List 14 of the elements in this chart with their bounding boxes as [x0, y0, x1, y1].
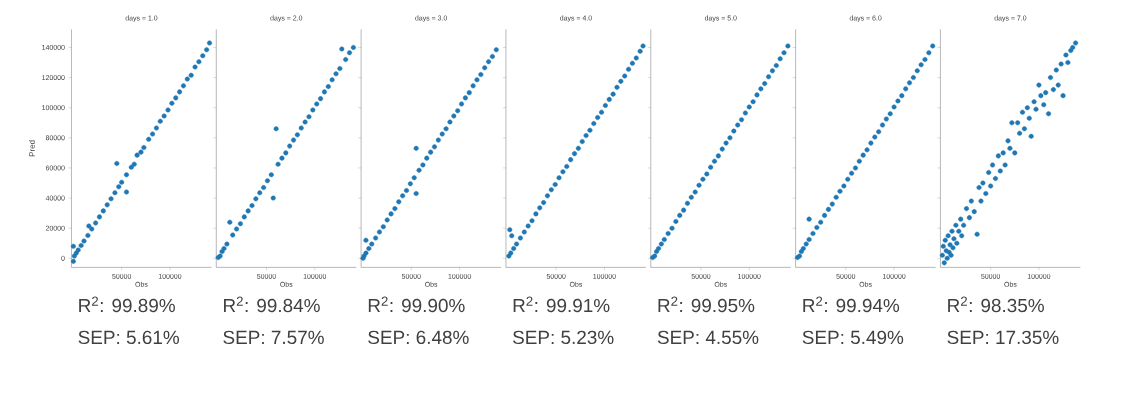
- text: R$^{2}$: 99.95%: [658, 296, 755, 313]
- text: SEP: 17.35%: [947, 330, 1059, 345]
- text: SEP: 4.55%: [657, 330, 759, 345]
- text: SEP: 5.49%: [802, 330, 904, 345]
- text: R$^{2}$: 99.84%: [224, 296, 320, 313]
- text: R$^{2}$: 99.94%: [803, 296, 900, 313]
- text: SEP: 7.57%: [223, 330, 324, 345]
- text: SEP: 5.23%: [513, 330, 614, 345]
- text: R$^{2}$: 99.91%: [513, 296, 610, 313]
- text: R$^{2}$: 98.35%: [948, 296, 1044, 313]
- text: R$^{2}$: 99.89%: [79, 296, 175, 313]
- text: R$^{2}$: 99.90%: [368, 296, 465, 313]
- text: SEP: 6.48%: [368, 330, 469, 345]
- text: SEP: 5.61%: [78, 330, 180, 345]
